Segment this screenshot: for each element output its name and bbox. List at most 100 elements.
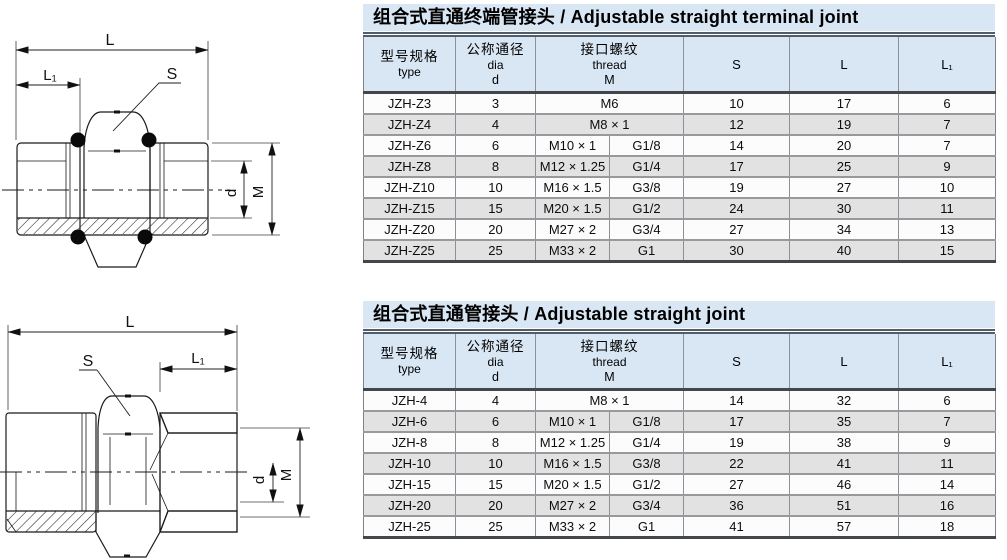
- cell-thread-g: G1: [609, 516, 684, 539]
- col-header-l: L: [789, 334, 899, 391]
- table-title: 组合式直通管接头 / Adjustable straight joint: [363, 301, 995, 328]
- cell-thread-g: G3/4: [609, 219, 684, 241]
- cell-s: 19: [683, 177, 790, 199]
- col-header-l: L: [789, 37, 899, 94]
- cell-thread-m: M33 × 2: [535, 516, 610, 539]
- col-header-thread: 接口螺纹 thread M: [535, 37, 684, 94]
- dimension-d: d: [240, 462, 284, 503]
- cell-l1: 7: [898, 114, 996, 136]
- label-S: S: [79, 353, 131, 417]
- col-header-s: S: [683, 37, 790, 94]
- cell-l1: 7: [898, 411, 996, 433]
- terminal-joint-drawing: L L₁ S d M: [2, 32, 280, 268]
- dimension-M: M: [240, 427, 310, 518]
- cell-s: 27: [683, 219, 790, 241]
- cell-l1: 16: [898, 495, 996, 517]
- cell-dia: 20: [455, 219, 536, 241]
- cell-thread-m: M8 × 1: [535, 389, 684, 412]
- svg-text:L: L: [106, 32, 115, 49]
- cell-l: 20: [789, 135, 899, 157]
- cell-l: 32: [789, 389, 899, 412]
- female-thread-hatch: [159, 412, 238, 434]
- cell-l: 30: [789, 198, 899, 220]
- cell-dia: 3: [455, 92, 536, 115]
- table-row: JZH-Z4 4 M8 × 1 12 19 7: [363, 114, 996, 136]
- col-header-l1: L₁: [898, 334, 996, 391]
- cell-type: JZH-Z15: [363, 198, 456, 220]
- cell-thread-m: M20 × 1.5: [535, 198, 610, 220]
- cell-dia: 8: [455, 156, 536, 178]
- cell-l: 17: [789, 92, 899, 115]
- cell-s: 24: [683, 198, 790, 220]
- cell-l: 19: [789, 114, 899, 136]
- cell-s: 30: [683, 240, 790, 263]
- cell-type: JZH-15: [363, 474, 456, 496]
- section-hatching: [7, 511, 96, 532]
- cell-s: 17: [683, 156, 790, 178]
- col-header-type: 型号规格 type: [363, 37, 456, 94]
- cell-thread-m: M12 × 1.25: [535, 432, 610, 454]
- cell-l1: 7: [898, 135, 996, 157]
- cell-s: 12: [683, 114, 790, 136]
- cell-thread-g: G3/4: [609, 495, 684, 517]
- o-ring: [70, 132, 86, 148]
- cell-thread-m: M16 × 1.5: [535, 177, 610, 199]
- cell-l1: 6: [898, 389, 996, 412]
- cell-dia: 6: [455, 411, 536, 433]
- cell-type: JZH-20: [363, 495, 456, 517]
- cell-type: JZH-Z3: [363, 92, 456, 115]
- straight-joint-drawing: L L₁ S d M: [0, 314, 310, 558]
- cell-thread-m: M6: [535, 92, 684, 115]
- col-header-s: S: [683, 334, 790, 391]
- cell-l: 51: [789, 495, 899, 517]
- cell-thread-g: G1/2: [609, 198, 684, 220]
- cell-thread-g: G1: [609, 240, 684, 263]
- cell-l1: 10: [898, 177, 996, 199]
- table-row: JZH-Z25 25 M33 × 2 G1 30 40 15: [363, 240, 996, 263]
- table-row: JZH-4 4 M8 × 1 14 32 6: [363, 389, 996, 412]
- cell-thread-m: M16 × 1.5: [535, 453, 610, 475]
- cell-type: JZH-Z25: [363, 240, 456, 263]
- cell-l: 40: [789, 240, 899, 263]
- cell-dia: 10: [455, 177, 536, 199]
- cell-s: 19: [683, 432, 790, 454]
- table-row: JZH-Z3 3 M6 10 17 6: [363, 92, 996, 115]
- table-row: JZH-25 25 M33 × 2 G1 41 57 18: [363, 516, 996, 539]
- fitting-body: [2, 110, 230, 268]
- table-row: JZH-Z8 8 M12 × 1.25 G1/4 17 25 9: [363, 156, 996, 178]
- cell-l: 27: [789, 177, 899, 199]
- title-rule: [363, 31, 995, 37]
- cell-thread-m: M12 × 1.25: [535, 156, 610, 178]
- svg-text:L₁: L₁: [43, 67, 56, 84]
- o-ring: [141, 132, 157, 148]
- table-row: JZH-10 10 M16 × 1.5 G3/8 22 41 11: [363, 453, 996, 475]
- col-header-dia: 公称通径 dia d: [455, 334, 536, 391]
- section-hatching: [18, 218, 207, 234]
- terminal-joint-section: 组合式直通终端管接头 / Adjustable straight termina…: [363, 4, 996, 263]
- spec-tables: 组合式直通终端管接头 / Adjustable straight termina…: [363, 4, 996, 539]
- cell-type: JZH-Z8: [363, 156, 456, 178]
- cell-thread-m: M27 × 2: [535, 219, 610, 241]
- o-ring: [137, 229, 153, 245]
- cell-l: 46: [789, 474, 899, 496]
- cell-l1: 11: [898, 198, 996, 220]
- cell-l: 41: [789, 453, 899, 475]
- cell-thread-m: M27 × 2: [535, 495, 610, 517]
- table-body: JZH-Z3 3 M6 10 17 6 JZH-Z4 4 M8 × 1 12 19 7 JZH-Z6 6 M…: [363, 92, 996, 263]
- cell-thread-m: M33 × 2: [535, 240, 610, 263]
- cell-l1: 14: [898, 474, 996, 496]
- cell-dia: 6: [455, 135, 536, 157]
- table-row: JZH-Z10 10 M16 × 1.5 G3/8 19 27 10: [363, 177, 996, 199]
- dimension-L1: L₁: [159, 350, 238, 392]
- label-S: S: [112, 66, 181, 132]
- svg-text:d: d: [251, 476, 268, 484]
- col-header-dia: 公称通径 dia d: [455, 37, 536, 94]
- cell-s: 27: [683, 474, 790, 496]
- svg-text:S: S: [167, 66, 178, 83]
- cell-l1: 11: [898, 453, 996, 475]
- cell-l: 38: [789, 432, 899, 454]
- straight-joint-table: 型号规格 type 公称通径 dia d 接口螺纹 thread M: [363, 334, 996, 539]
- table-row: JZH-15 15 M20 × 1.5 G1/2 27 46 14: [363, 474, 996, 496]
- cell-dia: 4: [455, 114, 536, 136]
- female-thread-hatch: [159, 510, 238, 533]
